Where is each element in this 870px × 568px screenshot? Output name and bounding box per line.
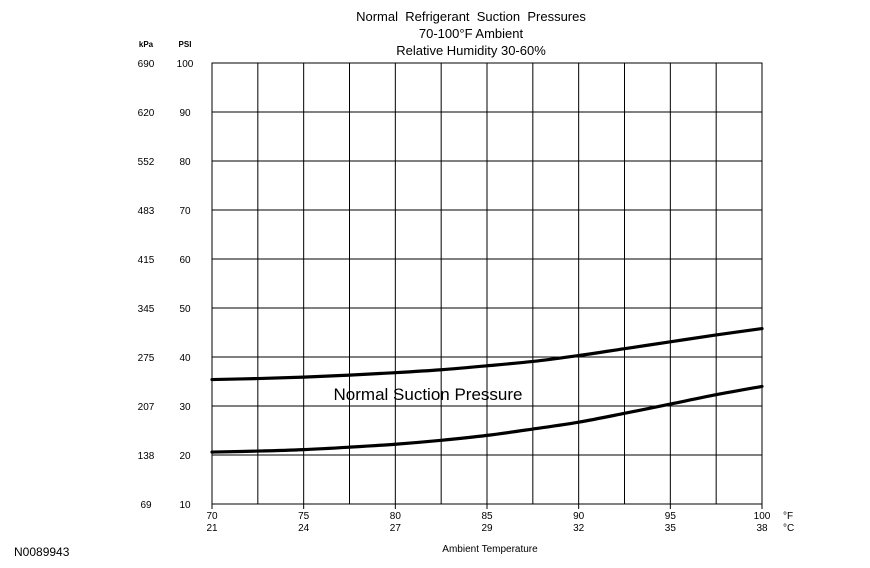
x-tick-label-f: 90 [573,511,585,522]
upper-limit-curve [210,326,764,382]
x-tick-label-f: 70 [206,511,218,522]
y-tick-label-kpa: 552 [138,157,155,168]
y-tick-label-kpa: 345 [138,304,155,315]
x-tick-label-c: 35 [665,523,677,534]
x-tick-label-c: 21 [206,523,218,534]
y-tick-label-psi: 50 [179,304,191,315]
y-tick-label-psi: 70 [179,206,191,217]
y-tick-label-psi: 30 [179,402,191,413]
figure-id: N0089943 [14,545,70,559]
x-tick-label-c: 32 [573,523,585,534]
y-tick-label-psi: 10 [179,500,191,511]
y-tick-label-kpa: 207 [138,402,155,413]
x-unit-celsius: °C [783,523,794,534]
x-tick-label-f: 85 [481,511,493,522]
x-unit-fahrenheit: °F [783,511,793,522]
y-tick-label-psi: 60 [179,255,191,266]
y-tick-label-psi: 20 [179,451,191,462]
y-tick-label-kpa: 690 [138,59,155,70]
lower-limit-curve [210,384,764,454]
grid [211,62,763,509]
y-tick-label-kpa: 69 [140,500,152,511]
y-tick-label-psi: 80 [179,157,191,168]
y-tick-label-psi: 90 [179,108,191,119]
kpa-axis-unit: kPa [139,40,154,49]
y-tick-label-kpa: 138 [138,451,155,462]
band-label: Normal Suction Pressure [334,385,523,404]
x-tick-label-c: 24 [298,523,310,534]
x-axis-label: Ambient Temperature [442,544,538,555]
y-tick-label-kpa: 483 [138,206,155,217]
series-lines [210,326,764,454]
chart-subtitle-humidity: Relative Humidity 30-60% [396,43,546,58]
x-tick-label-c: 27 [390,523,402,534]
y-tick-label-kpa: 415 [138,255,155,266]
x-tick-label-c: 29 [481,523,493,534]
x-tick-label-c: 38 [756,523,768,534]
y-tick-label-kpa: 620 [138,108,155,119]
x-tick-label-f: 95 [665,511,677,522]
x-tick-label-f: 75 [298,511,310,522]
x-tick-label-f: 80 [390,511,402,522]
y-tick-label-psi: 100 [177,59,194,70]
chart-subtitle-ambient: 70-100°F Ambient [419,26,524,41]
plot-frame [211,62,763,505]
x-tick-label-f: 100 [754,511,771,522]
y-tick-label-psi: 40 [179,353,191,364]
y-tick-label-kpa: 275 [138,353,155,364]
chart-title: Normal Refrigerant Suction Pressures [356,9,586,24]
psi-axis-unit: PSI [179,40,192,49]
